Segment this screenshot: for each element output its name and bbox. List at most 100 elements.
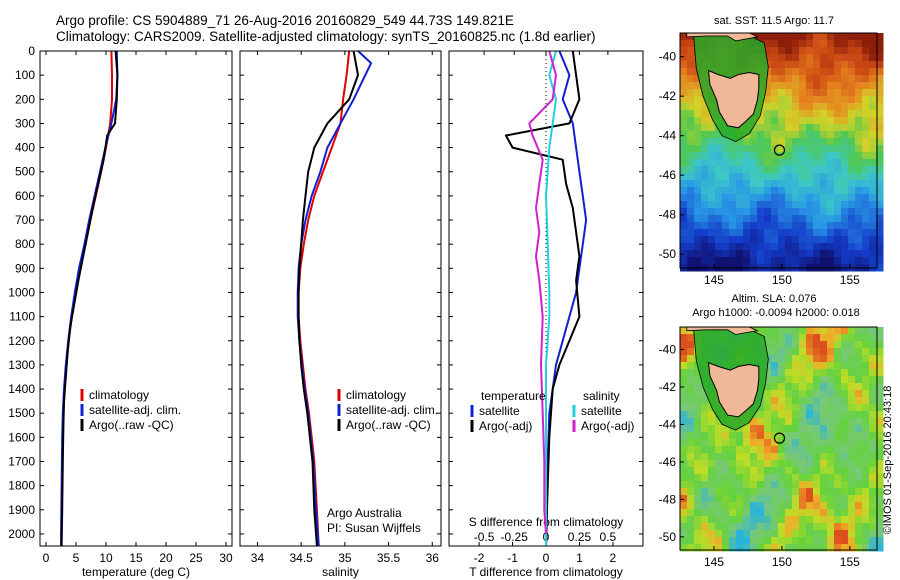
sla-map-cell xyxy=(792,481,800,489)
sst-map-cell xyxy=(876,61,884,69)
sst-map-cell xyxy=(757,187,765,195)
sst-map-cell xyxy=(687,173,695,181)
sst-map-cell xyxy=(785,194,793,202)
sla-map-cell xyxy=(764,439,772,447)
sla-map-cell xyxy=(876,327,884,335)
sst-map-cell xyxy=(722,215,730,223)
sst-map-cell xyxy=(778,117,786,125)
sla-map-cell xyxy=(680,334,688,342)
sla-map-cell xyxy=(729,516,737,524)
sla-map-cell xyxy=(778,481,786,489)
salinity-legend-label: satellite-adj. clim. xyxy=(346,403,438,417)
sla-map-cell xyxy=(869,439,877,447)
sla-map-cell xyxy=(694,397,702,405)
sla-map-cell xyxy=(701,509,709,517)
sst-map-cell xyxy=(764,40,772,48)
sst-map-cell xyxy=(757,201,765,209)
sst-map-cell xyxy=(743,152,751,160)
sst-map-cell xyxy=(799,194,807,202)
sla-map-cell xyxy=(764,341,772,349)
sla-map-cell xyxy=(694,509,702,517)
depth-tick-label: 900 xyxy=(15,261,35,275)
sla-map-cell xyxy=(715,432,723,440)
sst-map-cell xyxy=(680,89,688,97)
temperature-panel: 0100200300400500600700800900100011001200… xyxy=(8,44,233,579)
sst-map-cell xyxy=(757,229,765,237)
sst-map-cell xyxy=(701,173,709,181)
sst-map-cell xyxy=(792,250,800,258)
sst-map-cell xyxy=(694,173,702,181)
sla-map-cell xyxy=(729,467,737,475)
sla-map-cell xyxy=(848,355,856,363)
sst-map-cell xyxy=(778,54,786,62)
sst-map-cell xyxy=(694,250,702,258)
sla-map-cell xyxy=(827,348,835,356)
sst-map-cell xyxy=(729,236,737,244)
sla-map-cell xyxy=(876,418,884,426)
sst-map-cell xyxy=(834,89,842,97)
sst-map-cell xyxy=(841,96,849,104)
sla-map-cell xyxy=(855,411,863,419)
sst-map-cell xyxy=(841,145,849,153)
sst-map-cell xyxy=(722,222,730,230)
sla-map-cell xyxy=(715,453,723,461)
sst-map-cell xyxy=(715,222,723,230)
sla-map-cell xyxy=(764,327,772,335)
sst-map-cell xyxy=(855,68,863,76)
sst-map-ytick-label: -48 xyxy=(659,208,677,222)
sst-map-cell xyxy=(785,47,793,55)
sla-map-cell xyxy=(827,411,835,419)
sla-map-cell xyxy=(862,502,870,510)
sla-map-cell xyxy=(862,369,870,377)
sst-map-cell xyxy=(792,180,800,188)
sst-map-cell xyxy=(729,152,737,160)
sst-map-cell xyxy=(813,89,821,97)
sla-map-cell xyxy=(722,453,730,461)
sst-map-cell xyxy=(694,194,702,202)
sla-map-cell xyxy=(848,341,856,349)
sst-map-cell xyxy=(778,173,786,181)
sla-map-cell xyxy=(694,516,702,524)
sla-map-cell xyxy=(764,467,772,475)
sst-map-cell xyxy=(820,152,828,160)
sla-map-cell xyxy=(862,474,870,482)
sla-map-cell xyxy=(820,516,828,524)
sla-map-cell xyxy=(799,404,807,412)
temperature-xtick-label: 20 xyxy=(159,551,173,565)
sst-map-cell xyxy=(722,152,730,160)
sst-map-cell xyxy=(785,236,793,244)
sla-map-cell xyxy=(806,418,814,426)
sla-map-cell xyxy=(827,467,835,475)
sla-map-cell xyxy=(778,446,786,454)
sla-map-cell xyxy=(778,341,786,349)
sla-map-cell xyxy=(834,446,842,454)
sst-map-cell xyxy=(687,208,695,216)
sst-map-cell xyxy=(820,47,828,55)
sst-map-cell xyxy=(799,208,807,216)
sst-map-cell xyxy=(869,82,877,90)
sst-map-cell xyxy=(701,257,709,265)
sla-map-cell xyxy=(701,404,709,412)
sla-map-cell xyxy=(778,390,786,398)
sst-map-cell xyxy=(813,173,821,181)
sst-map-cell xyxy=(764,187,772,195)
sla-map-cell xyxy=(715,481,723,489)
sla-map-cell xyxy=(764,369,772,377)
sla-map-cell xyxy=(869,404,877,412)
sst-map-cell xyxy=(848,96,856,104)
sst-map-cell xyxy=(687,243,695,251)
sst-map-cell xyxy=(799,110,807,118)
sst-map-cell xyxy=(771,201,779,209)
sla-map-cell xyxy=(680,446,688,454)
sla-map-cell xyxy=(806,404,814,412)
sla-map-cell xyxy=(757,453,765,461)
sla-map-cell xyxy=(771,474,779,482)
sla-map-cell xyxy=(687,362,695,370)
sst-map-cell xyxy=(827,236,835,244)
sla-map-cell xyxy=(729,502,737,510)
sst-map-cell xyxy=(813,145,821,153)
sst-map-cell xyxy=(848,257,856,265)
sst-map-cell xyxy=(855,110,863,118)
sla-map-cell xyxy=(855,509,863,517)
sst-map-cell xyxy=(841,117,849,125)
